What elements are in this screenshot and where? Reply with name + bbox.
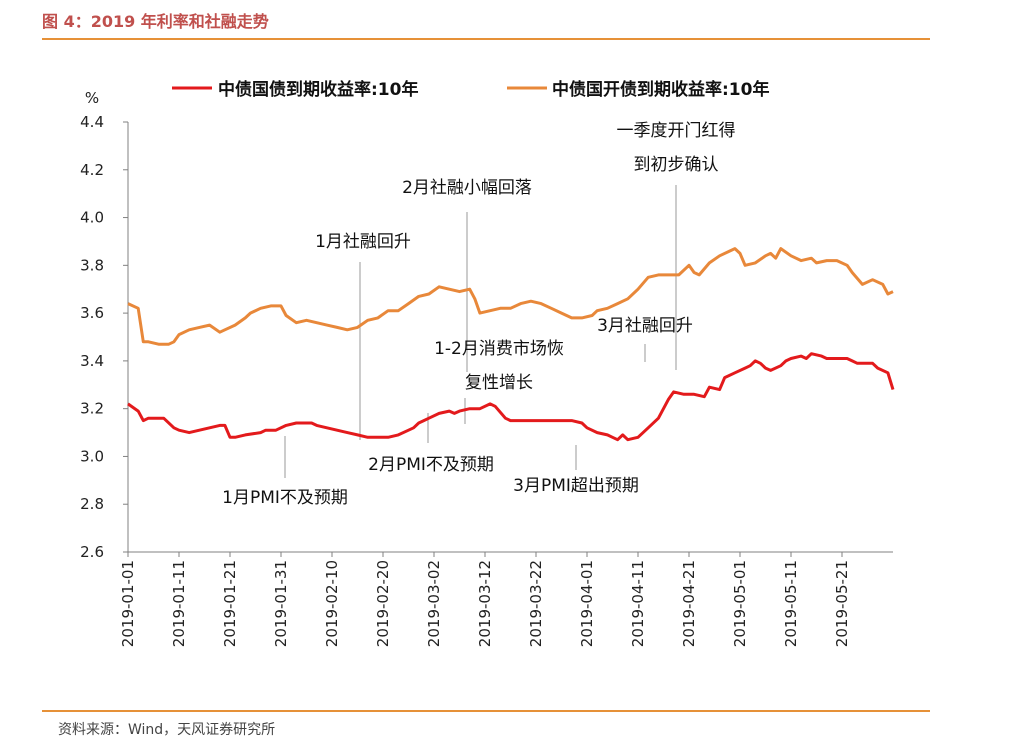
annotation-text: 1-2月消费市场恢 (434, 339, 564, 359)
figure-title: 图 4：2019 年利率和社融走势 (42, 12, 269, 31)
legend-label: 中债国债到期收益率:10年 (218, 79, 418, 100)
y-tick-label: 4.4 (80, 113, 104, 131)
annotation-text: 2月社融小幅回落 (402, 178, 532, 198)
x-tick-label: 2019-05-21 (833, 560, 851, 647)
x-tick-label: 2019-01-01 (119, 560, 137, 647)
annotation-text: 1月PMI不及预期 (222, 488, 348, 508)
x-tick-label: 2019-03-02 (425, 560, 443, 647)
x-tick-label: 2019-05-01 (731, 560, 749, 647)
top-rule (42, 38, 930, 40)
annotation-text: 到初步确认 (634, 155, 719, 175)
x-tick-label: 2019-03-12 (476, 560, 494, 647)
x-tick-label: 2019-01-21 (221, 560, 239, 647)
y-axis-unit: % (85, 89, 99, 107)
annotation-text: 1月社融回升 (315, 232, 411, 252)
legend-label: 中债国开债到期收益率:10年 (552, 79, 769, 100)
y-tick-label: 3.6 (80, 304, 104, 322)
cdb-yield-line (127, 247, 894, 346)
x-tick-label: 2019-04-01 (578, 560, 596, 647)
y-tick-label: 4.0 (80, 209, 104, 227)
annotation-text: 3月社融回升 (597, 316, 693, 336)
annotation-text: 2月PMI不及预期 (368, 455, 494, 475)
x-tick-label: 2019-04-11 (629, 560, 647, 647)
y-tick-label: 2.6 (80, 543, 104, 561)
source-note: 资料来源：Wind，天风证券研究所 (58, 722, 276, 738)
x-tick-label: 2019-02-10 (323, 560, 341, 647)
y-tick-label: 3.0 (80, 447, 104, 465)
bottom-rule (42, 710, 930, 712)
y-tick-label: 3.2 (80, 400, 104, 418)
y-tick-label: 3.4 (80, 352, 104, 370)
x-tick-label: 2019-04-21 (680, 560, 698, 647)
annotation-text: 一季度开门红得 (617, 121, 736, 141)
x-tick-label: 2019-02-20 (374, 560, 392, 647)
y-tick-label: 2.8 (80, 495, 104, 513)
y-tick-label: 3.8 (80, 256, 104, 274)
treasury-yield-line (127, 352, 895, 442)
annotation-text: 3月PMI超出预期 (513, 476, 639, 496)
y-tick-label: 4.2 (80, 161, 104, 179)
x-tick-label: 2019-03-22 (527, 560, 545, 647)
annotation-text: 复性增长 (465, 373, 533, 393)
x-tick-label: 2019-01-31 (272, 560, 290, 647)
x-tick-label: 2019-05-11 (782, 560, 800, 647)
x-tick-label: 2019-01-11 (170, 560, 188, 647)
